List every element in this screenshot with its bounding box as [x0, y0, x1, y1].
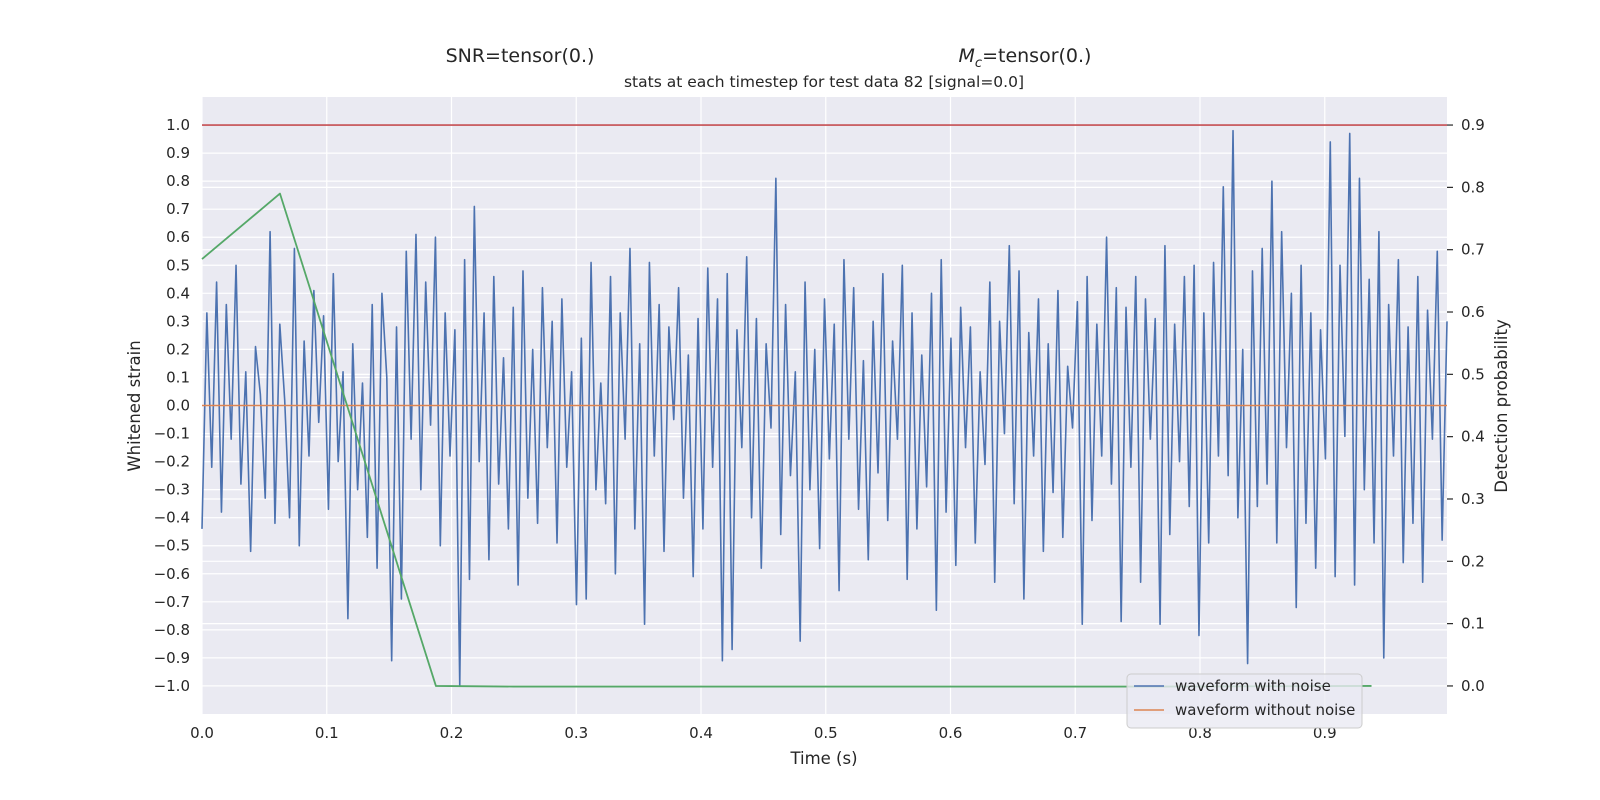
y-axis-label: Whitened strain	[125, 340, 144, 471]
y-tick-label: 0.8	[166, 172, 190, 190]
x-tick-label: 0.1	[315, 724, 339, 742]
x-tick-label: 0.6	[939, 724, 963, 742]
y-tick-label: −0.9	[154, 649, 190, 667]
x-axis-label: Time (s)	[789, 749, 857, 768]
y2-tick-label: 0.6	[1461, 303, 1485, 321]
axes: 0.0 0.1 0.2 0.3 0.4 0.5 0.6 0.7 0.8 0.9 1.0 0.9 0.8 0…	[154, 116, 1485, 742]
x-tick-label: 0.5	[814, 724, 838, 742]
y2-axis-label: Detection probability	[1492, 319, 1511, 493]
chart-subtitle: stats at each timestep for test data 82 …	[624, 73, 1024, 91]
y-tick-label: 0.0	[166, 397, 190, 415]
y-tick-label: 0.6	[166, 228, 190, 246]
y-tick-label: 1.0	[166, 116, 190, 134]
y-tick-label: −0.8	[154, 621, 190, 639]
x-tick-label: 0.2	[440, 724, 464, 742]
snr-title: SNR=tensor(0.)	[446, 45, 595, 67]
y-tick-label: −0.4	[154, 509, 190, 527]
y2-tick-label: 0.0	[1461, 677, 1485, 695]
mc-title: Mc=tensor(0.)	[959, 45, 1092, 71]
legend-box	[1126, 673, 1363, 729]
legend-label-noisy: waveform with noise	[1175, 677, 1331, 695]
y2-tick-label: 0.4	[1461, 428, 1485, 446]
y-tick-label: −0.2	[154, 453, 190, 471]
series-waveform-with-noise	[201, 129, 1448, 687]
mc-value: =tensor(0.)	[982, 45, 1091, 67]
y-tick-label: 0.7	[166, 200, 190, 218]
y2-tick-label: 0.2	[1461, 552, 1485, 570]
y2-tick-label: 0.7	[1461, 241, 1485, 259]
y-tick-label: −0.3	[154, 481, 190, 499]
x-tick-label: 0.7	[1063, 724, 1087, 742]
x-tick-label: 0.4	[689, 724, 713, 742]
y-tick-label: 0.1	[166, 368, 190, 386]
x-tick-label: 0.0	[190, 724, 214, 742]
mc-symbol: M	[959, 45, 975, 67]
x-tick-label: 0.3	[564, 724, 588, 742]
y-tick-label: 0.9	[166, 144, 190, 162]
legend-label-clean: waveform without noise	[1175, 701, 1355, 719]
y-tick-label: −0.7	[154, 593, 190, 611]
y2-tick-label: 0.5	[1461, 365, 1485, 383]
y2-tick-label: 0.1	[1461, 615, 1485, 633]
y-tick-label: 0.3	[166, 312, 190, 330]
y-tick-label: −1.0	[154, 677, 190, 695]
y-tick-label: 0.4	[166, 284, 190, 302]
y-tick-label: 0.5	[166, 256, 190, 274]
y-tick-label: 0.2	[166, 340, 190, 358]
legend: waveform with noise waveform without noi…	[1126, 673, 1363, 729]
y-tick-label: −0.1	[154, 425, 190, 443]
y2-tick-label: 0.8	[1461, 178, 1485, 196]
y2-tick-label: 0.9	[1461, 116, 1485, 134]
y-tick-label: −0.6	[154, 565, 190, 583]
mc-subscript: c	[975, 56, 982, 71]
y-tick-label: −0.5	[154, 537, 190, 555]
y2-tick-label: 0.3	[1461, 490, 1485, 508]
